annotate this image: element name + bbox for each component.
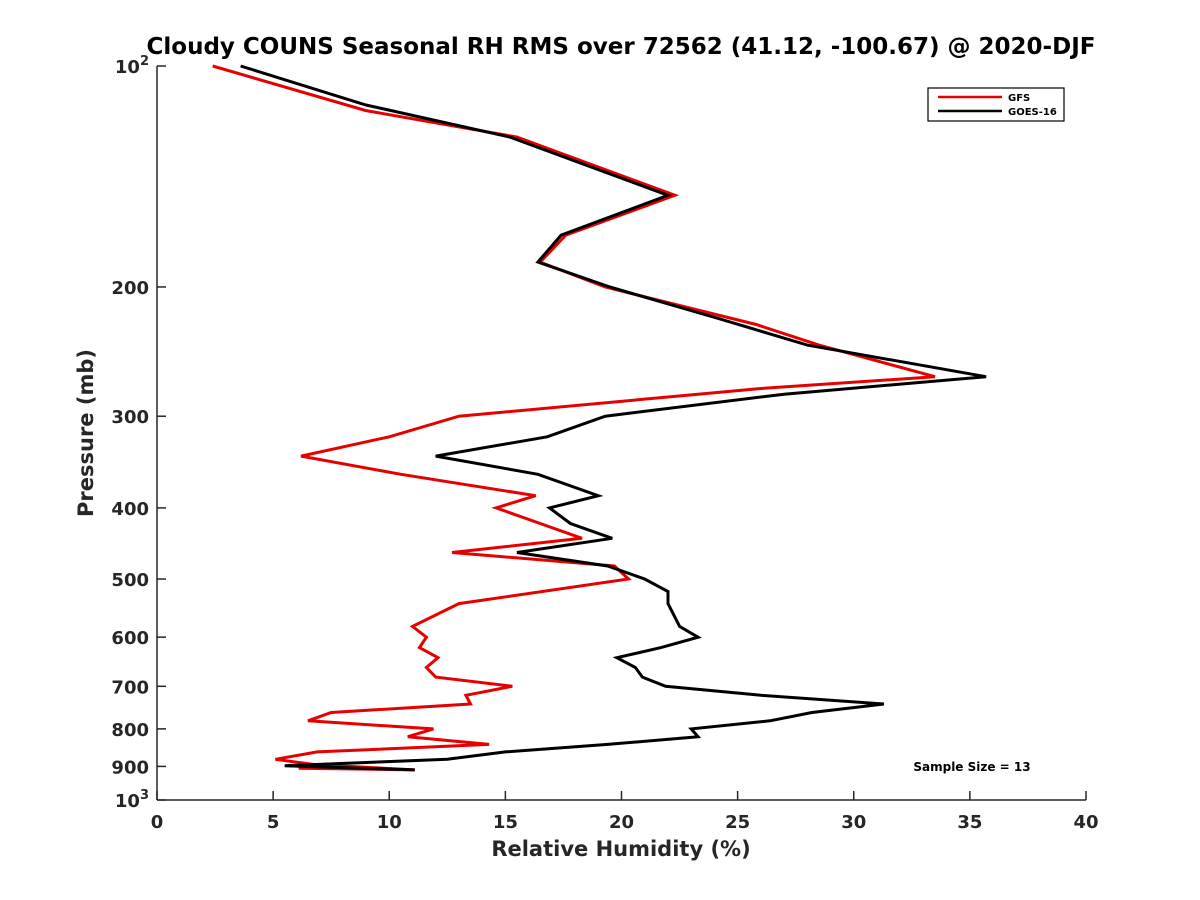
x-axis-label: Relative Humidity (%) — [491, 837, 750, 861]
y-tick-label: 800 — [111, 720, 149, 741]
legend-box — [927, 87, 1065, 122]
series-line-gfs — [212, 64, 936, 772]
y-axis-ticks: 102 200 300 400 500 600 700 800 900 103 — [111, 54, 166, 812]
series-layer — [212, 64, 987, 772]
x-axis-ticks: 0 5 10 15 20 25 30 35 40 — [151, 791, 1099, 833]
y-tick-label: 200 — [111, 278, 149, 299]
x-tick-label: 5 — [267, 812, 280, 833]
x-tick-label: 25 — [725, 812, 750, 833]
legend-label-goes-16: GOES-16 — [1008, 107, 1057, 118]
x-tick-label: 30 — [841, 812, 866, 833]
y-tick-label: 700 — [111, 677, 149, 698]
x-tick-label: 40 — [1073, 812, 1098, 833]
y-tick-label: 300 — [111, 407, 149, 428]
y-tick-label: 500 — [111, 570, 149, 591]
plot-background — [157, 66, 1086, 800]
y-tick-label: 400 — [111, 499, 149, 520]
x-tick-label: 20 — [609, 812, 634, 833]
y-tick-label: 103 — [115, 788, 149, 812]
y-axis-label: Pressure (mb) — [74, 349, 98, 517]
y-tick-label: 600 — [111, 628, 149, 649]
x-tick-label: 15 — [493, 812, 518, 833]
legend: GFS GOES-16 — [927, 87, 1065, 122]
sample-size-annotation: Sample Size = 13 — [913, 760, 1030, 774]
y-tick-label: 900 — [111, 757, 149, 778]
legend-label-gfs: GFS — [1008, 93, 1030, 104]
plot-area — [157, 66, 1086, 800]
chart-title: Cloudy COUNS Seasonal RH RMS over 72562 … — [147, 34, 1096, 60]
y-tick-label: 102 — [115, 54, 149, 78]
x-tick-label: 10 — [377, 812, 402, 833]
x-tick-label: 0 — [151, 812, 164, 833]
x-tick-label: 35 — [957, 812, 982, 833]
series-line-goes-16 — [240, 64, 987, 772]
